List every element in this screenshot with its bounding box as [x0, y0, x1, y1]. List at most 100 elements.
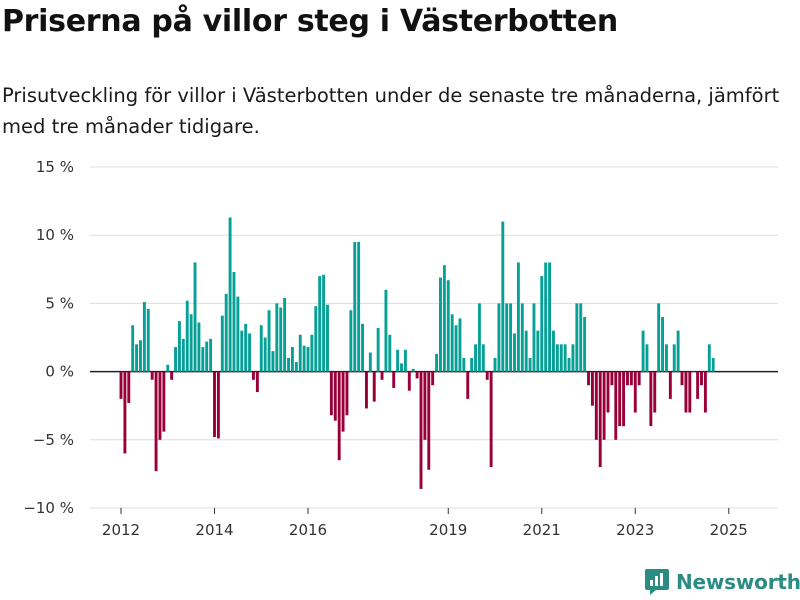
bar [618, 371, 622, 427]
bar [474, 344, 477, 372]
bar [633, 371, 637, 413]
x-tick-label: 2014 [195, 521, 233, 539]
bar [400, 363, 403, 372]
bar [598, 371, 602, 468]
bar [170, 371, 174, 380]
bar [641, 330, 645, 372]
bar [505, 303, 509, 372]
bar [571, 344, 575, 372]
x-tick-label: 2025 [710, 521, 748, 539]
bar [544, 262, 548, 372]
bar [520, 303, 524, 372]
bar [626, 371, 629, 386]
bar [162, 371, 166, 432]
bar [287, 357, 290, 372]
bar [567, 357, 571, 372]
bar [213, 371, 216, 438]
bar [372, 371, 376, 402]
bar [645, 344, 649, 372]
y-tick-label: −10 % [23, 499, 74, 517]
bar [209, 338, 213, 372]
bar [376, 327, 380, 372]
bar [255, 371, 259, 393]
bar [590, 371, 594, 406]
bar [692, 371, 696, 373]
bar [435, 353, 439, 372]
bar [181, 338, 185, 372]
bar [310, 334, 314, 372]
bar [131, 325, 135, 372]
bar [298, 334, 302, 372]
bar [283, 297, 287, 372]
bar [322, 274, 326, 372]
y-gridlines [90, 166, 778, 509]
bar [302, 345, 306, 372]
bar [688, 371, 692, 413]
bar [411, 368, 415, 372]
bar [263, 337, 267, 372]
y-tick-labels: 15 % 10 % 5 % 0 % −5 % −10 % [23, 158, 74, 517]
bar [135, 344, 139, 372]
bar [189, 314, 193, 372]
bar [552, 330, 555, 372]
bar [127, 371, 131, 403]
bar [614, 371, 618, 440]
bar [431, 371, 435, 386]
bar [349, 310, 353, 372]
bar [559, 344, 563, 372]
bar [345, 371, 349, 416]
x-tick-label: 2021 [523, 521, 561, 539]
bar [275, 303, 279, 372]
bar [664, 344, 668, 372]
bar [661, 317, 664, 372]
bar [154, 371, 158, 472]
y-tick-label: 15 % [36, 158, 74, 176]
bar [711, 357, 715, 372]
bar [439, 277, 442, 372]
bar [696, 371, 700, 399]
brand-logo[interactable]: Newsworthy [644, 566, 800, 598]
bar [579, 303, 583, 372]
bar [384, 289, 388, 372]
bar [668, 371, 672, 399]
bar [555, 344, 559, 372]
bar [610, 371, 614, 386]
bar [139, 340, 142, 372]
y-tick-label: −5 % [33, 431, 74, 449]
bar [236, 296, 240, 372]
bar [306, 347, 310, 372]
page-title: Priserna på villor steg i Västerbotten [2, 4, 618, 39]
bar [197, 322, 201, 372]
bar [388, 334, 392, 372]
bar [454, 325, 458, 372]
brand-name: Newsworthy [676, 570, 800, 594]
bar [368, 352, 372, 372]
bar [532, 303, 536, 372]
bar [326, 304, 329, 372]
bar [446, 280, 450, 372]
bar [427, 371, 431, 470]
annotation-label: 1 % [739, 0, 769, 4]
bar [267, 310, 271, 372]
bar [271, 351, 275, 372]
x-tick-label: 2012 [102, 521, 140, 539]
x-tick-label: 2016 [289, 521, 327, 539]
bar [649, 371, 653, 427]
bar [587, 371, 590, 386]
bar [150, 371, 154, 380]
page-subtitle: Prisutveckling för villor i Västerbotten… [2, 84, 780, 138]
bar [423, 371, 427, 440]
bar [458, 318, 462, 372]
bar [419, 371, 423, 489]
bar [248, 333, 252, 372]
bar [365, 371, 368, 409]
bar [380, 371, 384, 380]
bar [485, 371, 489, 380]
bar [594, 371, 598, 440]
bar [353, 242, 357, 372]
bar [575, 303, 579, 372]
bar [680, 371, 684, 386]
bar [466, 371, 470, 399]
bar [493, 357, 497, 372]
bar [403, 349, 407, 372]
